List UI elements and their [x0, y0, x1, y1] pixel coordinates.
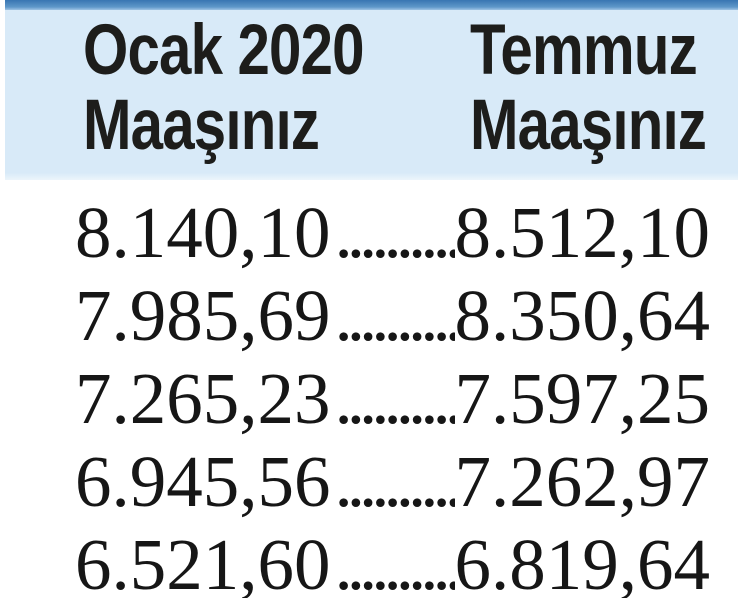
table-row: 7.265,23 ...............................…: [75, 357, 710, 440]
temmuz-salary-value: 7.262,97: [454, 441, 711, 522]
column-header-ocak-line1: Ocak 2020: [83, 11, 365, 90]
ocak-salary-value: 6.945,56: [75, 441, 331, 522]
dotted-leader: ........................................…: [334, 192, 455, 273]
column-header-ocak: Ocak 2020 Maaşınız: [83, 11, 365, 165]
dotted-leader: ........................................…: [334, 441, 455, 522]
temmuz-salary-value: 8.350,64: [454, 275, 711, 356]
table-body: 8.140,10 ...............................…: [0, 191, 750, 598]
table-row: 8.140,10 ...............................…: [75, 191, 710, 274]
ocak-salary-value: 7.985,69: [75, 275, 331, 356]
column-header-temmuz: Temmuz Maaşınız: [470, 11, 707, 165]
ocak-salary-value: 7.265,23: [75, 358, 331, 439]
table-row: 6.521,60 ...............................…: [75, 523, 710, 598]
table-header: Ocak 2020 Maaşınız Temmuz Maaşınız: [5, 0, 738, 180]
table-row: 7.985,69 ...............................…: [75, 274, 710, 357]
dotted-leader: ........................................…: [334, 275, 455, 356]
ocak-salary-value: 6.521,60: [75, 524, 331, 598]
table-row: 6.945,56 ...............................…: [75, 440, 710, 523]
temmuz-salary-value: 6.819,64: [454, 524, 711, 598]
dotted-leader: ........................................…: [334, 524, 455, 598]
column-header-temmuz-line1: Temmuz: [470, 11, 698, 90]
temmuz-salary-value: 7.597,25: [454, 358, 711, 439]
dotted-leader: ........................................…: [334, 358, 455, 439]
column-header-ocak-line2: Maaşınız: [83, 86, 320, 165]
ocak-salary-value: 8.140,10: [75, 192, 331, 273]
header-top-bar: [5, 0, 738, 10]
temmuz-salary-value: 8.512,10: [454, 192, 711, 273]
column-header-temmuz-line2: Maaşınız: [470, 86, 707, 165]
